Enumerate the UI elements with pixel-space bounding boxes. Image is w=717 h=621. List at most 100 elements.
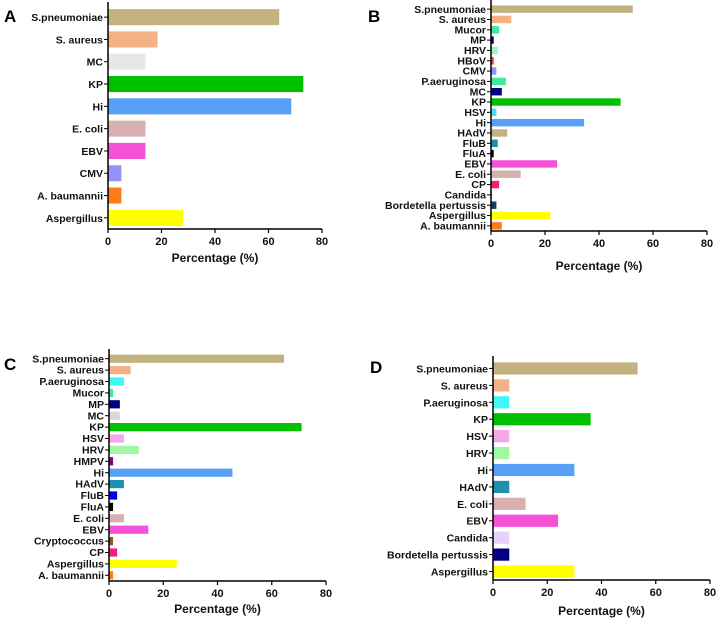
category-label: Aspergillus [431, 566, 488, 578]
bar [491, 26, 500, 34]
bar [493, 379, 510, 392]
panel-label: C [4, 355, 16, 374]
category-label: S.pneumoniae [31, 12, 103, 24]
x-tick-label: 60 [266, 588, 278, 600]
category-label: A. baumannii [37, 191, 103, 203]
category-label: HAdV [459, 482, 488, 494]
x-tick-label: 80 [316, 236, 328, 248]
bar [493, 531, 510, 544]
x-tick-label: 60 [647, 238, 659, 250]
category-label: S.pneumoniae [416, 363, 488, 375]
bar [491, 57, 494, 65]
category-label: HRV [466, 448, 488, 460]
bar [109, 479, 124, 489]
bar [491, 129, 508, 137]
x-tick-label: 20 [157, 588, 169, 600]
category-label: Hi [93, 101, 104, 113]
bar [108, 53, 146, 70]
category-label: MC [470, 86, 487, 98]
x-axis-label: Percentage (%) [174, 602, 261, 616]
category-label: MP [88, 399, 104, 411]
bar [108, 9, 280, 26]
bar [493, 514, 559, 527]
category-label: EBV [81, 146, 103, 158]
x-tick-label: 20 [155, 236, 167, 248]
category-label: S. aureus [56, 34, 103, 46]
category-label: Aspergillus [47, 559, 104, 571]
category-label: KP [88, 79, 103, 91]
category-label: S.pneumoniae [32, 353, 104, 365]
bar [109, 571, 114, 580]
bar [491, 5, 633, 13]
category-label: HSV [464, 107, 486, 119]
bar [491, 67, 497, 75]
bar [491, 201, 497, 209]
x-tick-label: 0 [106, 588, 112, 600]
category-label: Hi [94, 467, 105, 479]
category-label: S.pneumoniae [414, 4, 486, 16]
category-label: P.aeruginosa [423, 397, 488, 409]
bar [109, 468, 233, 477]
bar [109, 514, 124, 523]
bar [109, 445, 139, 455]
category-label: Aspergillus [46, 213, 103, 225]
x-axis-label: Percentage (%) [558, 604, 645, 618]
bar [109, 434, 124, 443]
bar [491, 139, 498, 148]
bar [109, 457, 114, 466]
bar [491, 160, 558, 168]
category-label: Candida [445, 189, 487, 201]
category-label: S. aureus [439, 14, 486, 26]
x-tick-label: 20 [541, 587, 553, 599]
bar [491, 77, 506, 86]
bar [109, 388, 114, 398]
bar [493, 362, 638, 375]
bar [493, 565, 575, 578]
category-label: Bordetella pertussis [385, 200, 486, 212]
category-label: FluB [81, 490, 105, 502]
category-label: S. aureus [57, 365, 104, 377]
bar [491, 170, 521, 178]
category-label: A. baumannii [38, 570, 104, 582]
category-label: A. baumannii [420, 220, 486, 232]
bar [108, 98, 292, 115]
category-label: CP [471, 179, 486, 191]
bar [108, 209, 183, 226]
bar [109, 548, 118, 557]
bar [108, 142, 146, 159]
category-label: Cryptococcus [34, 536, 104, 548]
x-axis-label: Percentage (%) [172, 251, 259, 265]
category-label: S. aureus [441, 380, 488, 392]
x-tick-label: 40 [211, 588, 223, 600]
bar [493, 413, 591, 426]
bar [109, 559, 177, 569]
category-label: CP [89, 547, 104, 559]
bar [491, 222, 502, 230]
x-tick-label: 80 [704, 587, 716, 599]
category-label: EBV [466, 516, 488, 528]
bar [493, 463, 575, 477]
category-label: Mucor [455, 24, 487, 36]
panel-label: B [368, 7, 380, 26]
bar [109, 365, 131, 375]
bar [493, 396, 510, 409]
bar [491, 118, 585, 127]
x-tick-label: 0 [488, 238, 494, 250]
bar [108, 165, 122, 182]
x-tick-label: 60 [262, 236, 274, 248]
bar [491, 46, 498, 55]
category-label: Mucor [73, 388, 105, 400]
category-label: P.aeruginosa [39, 376, 104, 388]
category-label: HMPV [74, 456, 104, 468]
category-label: E. coli [457, 499, 488, 511]
bar [109, 536, 114, 546]
category-label: HRV [82, 445, 104, 457]
bar [108, 120, 146, 137]
category-label: E. coli [455, 169, 486, 181]
bar [108, 76, 304, 93]
bar [109, 411, 120, 420]
category-label: EBV [82, 524, 104, 536]
category-label: HSV [82, 433, 104, 445]
